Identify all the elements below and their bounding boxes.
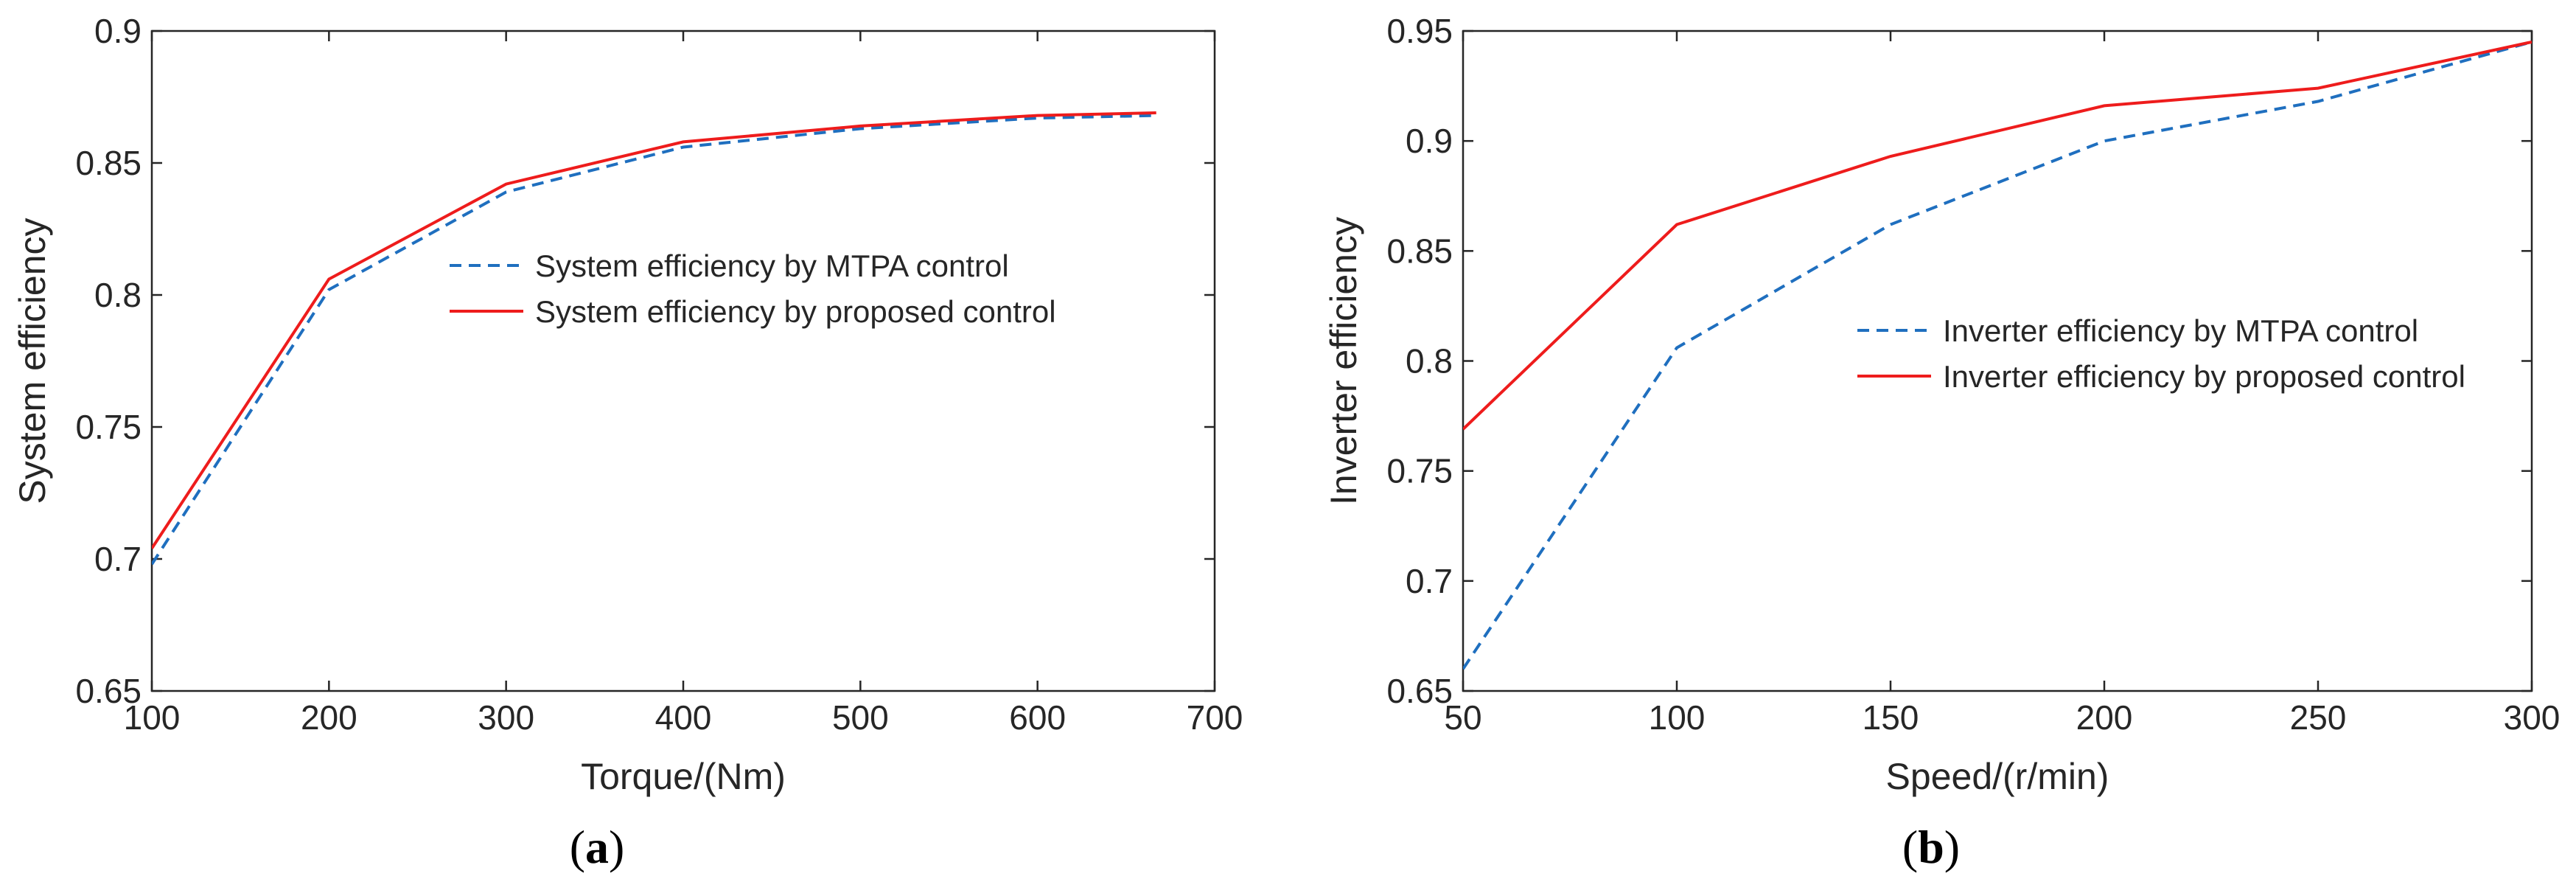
legend: Inverter efficiency by MTPA control Inver… — [1857, 313, 2465, 394]
y-tick-label: 0.7 — [94, 540, 142, 578]
panel-caption: (a) — [570, 821, 625, 873]
y-tick-label: 0.65 — [75, 672, 142, 710]
legend-label: System efficiency by proposed control — [535, 294, 1056, 329]
series-line-proposed — [1463, 40, 2532, 431]
x-axis-title: Torque/(Nm) — [581, 756, 786, 797]
y-tick-label: 0.9 — [94, 12, 142, 50]
x-tick-label: 250 — [2290, 698, 2347, 737]
series-line-mtpa — [152, 114, 1156, 566]
y-tick-label: 0.8 — [1406, 342, 1453, 381]
y-tick-label: 0.65 — [1386, 672, 1453, 710]
x-axis-title: Speed/(r/min) — [1886, 756, 2109, 797]
x-tick-label: 100 — [124, 698, 181, 737]
y-tick-label: 0.75 — [1386, 452, 1453, 490]
chart-panel-a: 100 200 300 400 500 600 700 0.65 0.7 0.75 0.8 0.85 0… — [12, 12, 1243, 873]
y-axis-title: System efficiency — [12, 218, 53, 504]
legend-label: Inverter efficiency by proposed control — [1943, 359, 2465, 394]
chart-panel-b: 50 100 150 200 250 300 0.65 0.7 0.75 0.8 0.85 0.9 0.… — [1323, 12, 2560, 873]
y-tick-label: 0.85 — [1386, 232, 1453, 270]
x-tick-label: 200 — [301, 698, 357, 737]
x-tick-label: 300 — [478, 698, 534, 737]
x-tick-label: 400 — [655, 698, 712, 737]
x-tick-label: 100 — [1649, 698, 1706, 737]
y-tick-label: 0.9 — [1406, 122, 1453, 160]
y-tick-label: 0.85 — [75, 144, 142, 182]
x-tick-label: 50 — [1444, 698, 1481, 737]
x-tick-label: 150 — [1863, 698, 1919, 737]
x-tick-label: 600 — [1009, 698, 1066, 737]
y-tick-label: 0.7 — [1406, 562, 1453, 600]
legend: System efficiency by MTPA control System … — [450, 249, 1056, 329]
x-tick-label: 300 — [2504, 698, 2561, 737]
y-tick-label: 0.95 — [1386, 12, 1453, 50]
x-tick-label: 200 — [2076, 698, 2133, 737]
series-line-proposed — [152, 111, 1156, 549]
series-line-mtpa — [1463, 40, 2532, 670]
x-tick-label: 700 — [1187, 698, 1243, 737]
legend-label: Inverter efficiency by MTPA control — [1943, 313, 2418, 348]
y-axis-title: Inverter efficiency — [1323, 217, 1364, 505]
legend-label: System efficiency by MTPA control — [535, 249, 1009, 283]
axes-box — [150, 29, 1216, 692]
y-tick-label: 0.8 — [94, 276, 142, 314]
panel-caption: (b) — [1902, 821, 1960, 873]
y-tick-label: 0.75 — [75, 408, 142, 446]
x-tick-label: 500 — [832, 698, 889, 737]
